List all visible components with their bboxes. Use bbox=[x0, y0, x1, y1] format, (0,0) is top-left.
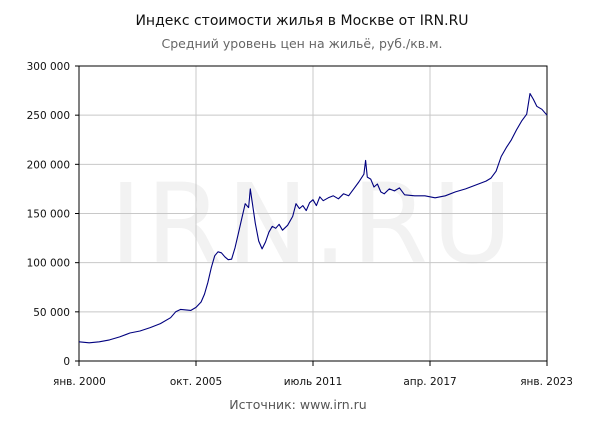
x-axis-ticks: янв. 2000 окт. 2005 июль 2011 апр. 2017 янв.… bbox=[53, 361, 573, 388]
y-tick-label: 0 bbox=[63, 356, 70, 368]
y-tick-label: 150 000 bbox=[27, 209, 70, 221]
y-axis-ticks: 0 50 000 100 000 150 000 200 000 250 000 300 0… bbox=[27, 61, 79, 368]
y-tick-label: 300 000 bbox=[27, 61, 70, 73]
y-tick-label: 250 000 bbox=[27, 110, 70, 122]
x-tick-label: окт. 2005 bbox=[170, 376, 222, 388]
x-tick-label: июль 2011 bbox=[284, 376, 343, 388]
watermark-text: IRN.RU bbox=[109, 160, 516, 288]
source-label: Источник: www.irn.ru bbox=[229, 397, 366, 412]
y-tick-label: 200 000 bbox=[27, 159, 70, 171]
series-lines bbox=[78, 92, 548, 344]
y-tick-label: 100 000 bbox=[27, 258, 70, 270]
x-tick-label: янв. 2023 bbox=[520, 376, 573, 388]
grid-lines bbox=[78, 65, 548, 362]
y-tick-label: 50 000 bbox=[33, 307, 70, 319]
chart-title: Индекс стоимости жилья в Москве от IRN.R… bbox=[135, 13, 468, 29]
chart-subtitle: Средний уровень цен на жильё, руб./кв.м. bbox=[162, 36, 443, 51]
series-line bbox=[78, 92, 548, 344]
x-tick-label: янв. 2000 bbox=[53, 376, 106, 388]
x-tick-label: апр. 2017 bbox=[403, 376, 456, 388]
